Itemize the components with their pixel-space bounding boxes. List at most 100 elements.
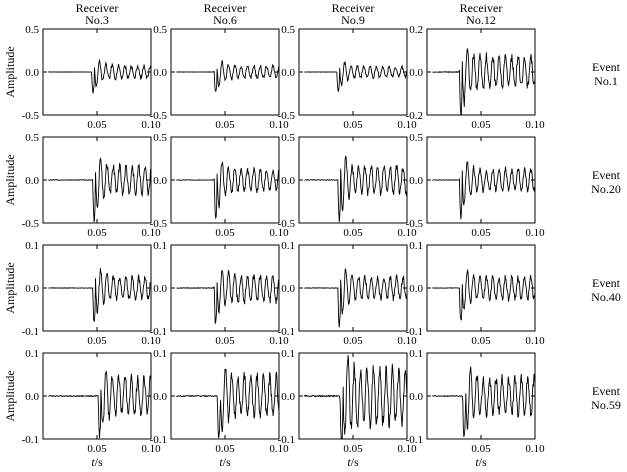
y-tick-label: -0.1 [406, 434, 423, 446]
y-tick-label: 0.5 [281, 132, 295, 144]
y-tick-label: 0.1 [25, 348, 39, 360]
x-tick-label: 0.10 [269, 119, 289, 131]
y-tick-label: 0.5 [25, 132, 39, 144]
waveform-line [304, 354, 408, 439]
waveform-line [432, 366, 536, 437]
y-axis-label: Amplitude [3, 154, 17, 205]
y-tick-label: 0.0 [25, 283, 39, 295]
y-tick-label: 0.2 [409, 24, 423, 36]
x-tick-label: 0.10 [397, 119, 417, 131]
y-tick-label: 0.0 [409, 175, 423, 187]
x-tick-label: 0.05 [471, 119, 491, 131]
x-tick-label: 0.10 [397, 335, 417, 347]
waveform-line [48, 371, 152, 439]
waveform-line [432, 269, 536, 321]
x-axis-label: t/s [347, 455, 359, 469]
y-tick-label: 0.0 [153, 67, 167, 79]
y-tick-label: -0.5 [150, 110, 168, 122]
y-tick-label: 0.0 [25, 67, 39, 79]
event-label-top: Event [592, 276, 621, 290]
x-axis-label: t/s [475, 455, 487, 469]
x-tick-label: 0.10 [269, 335, 289, 347]
y-tick-label: -0.2 [406, 110, 423, 122]
y-tick-label: -0.1 [150, 434, 167, 446]
y-tick-label: 0.0 [153, 283, 167, 295]
x-tick-label: 0.10 [525, 119, 545, 131]
y-tick-label: 0.0 [153, 175, 167, 187]
waveform-line [304, 268, 408, 328]
x-tick-label: 0.10 [525, 335, 545, 347]
y-tick-label: 0.1 [409, 348, 423, 360]
x-tick-label: 0.05 [215, 227, 235, 239]
x-tick-label: 0.10 [141, 443, 161, 455]
x-tick-label: 0.05 [343, 335, 363, 347]
y-tick-label: -0.1 [406, 326, 423, 338]
y-tick-label: -0.1 [22, 326, 39, 338]
column-title-top: Receiver [204, 1, 247, 15]
y-tick-label: 0.0 [153, 391, 167, 403]
x-tick-label: 0.05 [471, 335, 491, 347]
y-tick-label: 0.0 [281, 283, 295, 295]
column-title-bottom: No.9 [341, 13, 365, 27]
event-label-top: Event [592, 60, 621, 74]
y-tick-label: -0.5 [22, 110, 40, 122]
column-title-bottom: No.6 [213, 13, 237, 27]
event-label-bottom: No.40 [591, 290, 621, 304]
x-axis-label-unit: /s [95, 455, 103, 469]
y-tick-label: 0.1 [153, 348, 167, 360]
x-axis-label: t/s [219, 455, 231, 469]
column-title-top: Receiver [76, 1, 119, 15]
y-axis-label: Amplitude [3, 46, 17, 97]
x-axis-label-unit: /s [351, 455, 359, 469]
x-axis-label-unit: /s [223, 455, 231, 469]
y-tick-label: 0.1 [281, 348, 295, 360]
y-tick-label: 0.1 [25, 240, 39, 252]
event-label-top: Event [592, 384, 621, 398]
x-tick-label: 0.05 [215, 335, 235, 347]
x-tick-label: 0.05 [87, 119, 107, 131]
x-tick-label: 0.10 [269, 443, 289, 455]
x-axis-label: t/s [91, 455, 103, 469]
waveform-line [176, 161, 280, 220]
y-tick-label: 0.0 [281, 67, 295, 79]
event-label-bottom: No.1 [594, 74, 618, 88]
waveform-line [304, 155, 408, 223]
y-tick-label: 0.0 [409, 67, 423, 79]
x-tick-label: 0.10 [397, 227, 417, 239]
y-axis-label: Amplitude [3, 370, 17, 421]
x-tick-label: 0.05 [471, 227, 491, 239]
waveform-line [432, 161, 536, 220]
y-tick-label: 0.5 [281, 24, 295, 36]
y-axis-label: Amplitude [3, 262, 17, 313]
x-tick-label: 0.10 [141, 227, 161, 239]
y-tick-label: -0.5 [150, 218, 168, 230]
x-tick-label: 0.05 [87, 227, 107, 239]
y-tick-label: 0.5 [409, 132, 423, 144]
y-tick-label: 0.5 [153, 132, 167, 144]
x-axis-label-unit: /s [479, 455, 487, 469]
y-tick-label: -0.5 [278, 110, 296, 122]
y-tick-label: -0.1 [22, 434, 39, 446]
y-tick-label: 0.0 [25, 391, 39, 403]
y-tick-label: 0.1 [281, 240, 295, 252]
x-axis-label-variable: t [347, 455, 351, 469]
y-tick-label: 0.0 [409, 283, 423, 295]
x-tick-label: 0.05 [343, 443, 363, 455]
waveform-line [304, 60, 408, 92]
event-label-bottom: No.59 [591, 398, 621, 412]
waveform-line [176, 269, 280, 325]
x-axis-label-variable: t [475, 455, 479, 469]
waveform-line [48, 268, 152, 323]
y-tick-label: -0.5 [278, 218, 296, 230]
x-tick-label: 0.05 [87, 335, 107, 347]
column-title-top: Receiver [460, 1, 503, 15]
y-tick-label: -0.1 [278, 326, 295, 338]
waveform-line [176, 368, 280, 439]
x-tick-label: 0.05 [215, 119, 235, 131]
waveform-line [432, 48, 536, 115]
column-title-bottom: No.12 [466, 13, 496, 27]
y-tick-label: -0.1 [278, 434, 295, 446]
x-axis-label-variable: t [219, 455, 223, 469]
x-tick-label: 0.10 [141, 335, 161, 347]
